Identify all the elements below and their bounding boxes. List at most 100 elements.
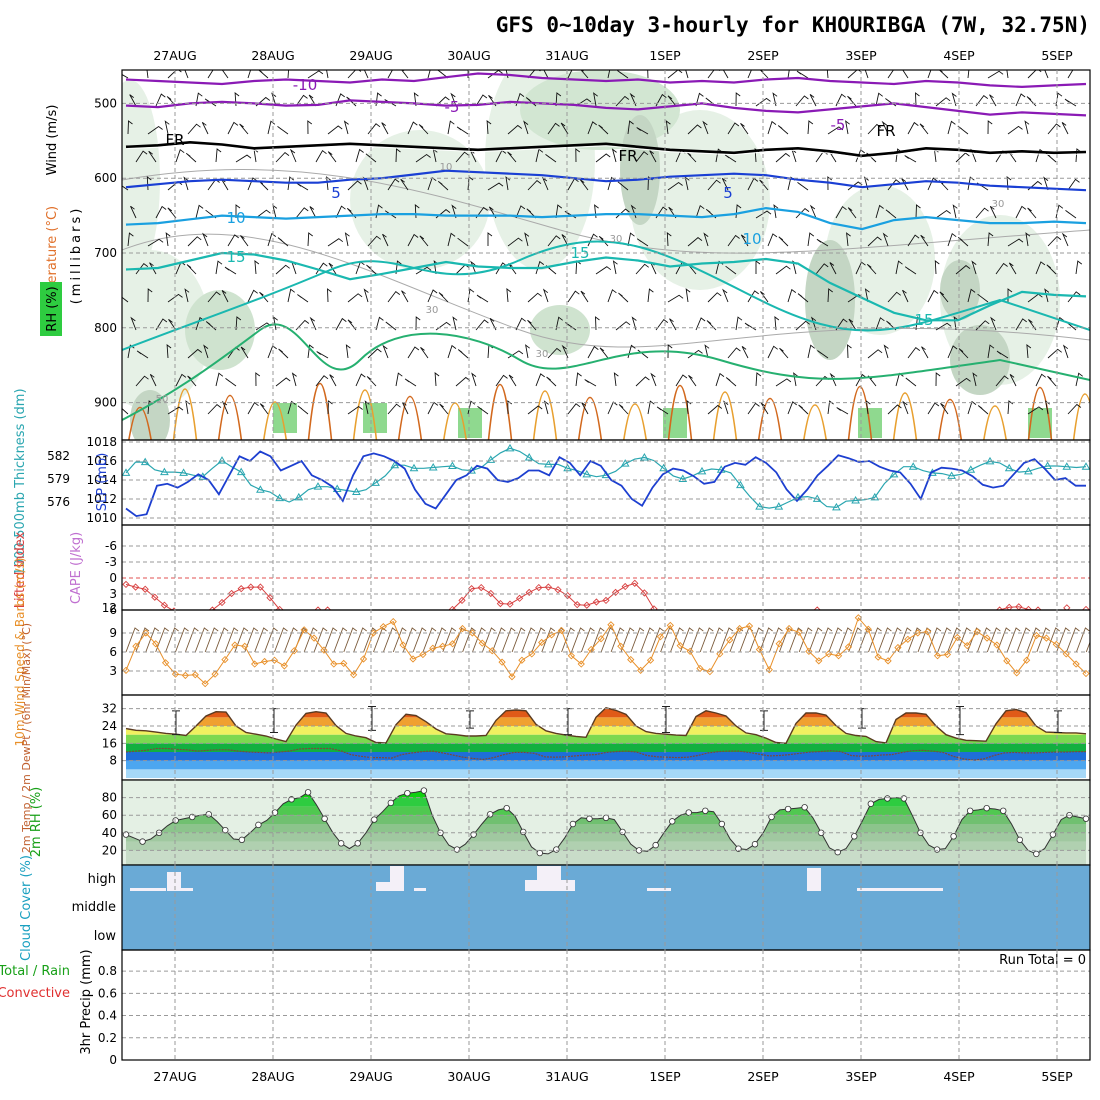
surface-barb	[699, 627, 714, 653]
wind-barb	[166, 96, 177, 107]
rh-marker	[966, 807, 974, 814]
wind-barb	[247, 70, 252, 79]
thickness-marker	[486, 455, 496, 463]
wind-marker	[152, 640, 160, 648]
rh-high-cell	[458, 408, 482, 438]
li-marker	[122, 580, 130, 589]
rh-marker	[851, 833, 858, 840]
wind-barb	[495, 374, 508, 387]
minmax-bar	[956, 706, 964, 736]
wind-barb	[1015, 93, 1026, 107]
wind-barb	[667, 70, 683, 79]
wind-barb	[1026, 96, 1037, 107]
wind-barb	[835, 93, 846, 107]
wind-marker	[726, 636, 734, 644]
cloud-block	[537, 866, 561, 891]
minmax-bar	[172, 710, 180, 736]
date-label-top: 2SEP	[747, 48, 779, 63]
wind-barb	[275, 264, 290, 275]
rh-marker	[371, 816, 378, 823]
wind-barb	[437, 70, 449, 79]
wind-barb	[240, 346, 249, 359]
wind-barb	[807, 120, 814, 135]
wind-marker	[488, 647, 496, 655]
wind-barb	[415, 266, 432, 275]
wind-barb	[935, 322, 952, 331]
isotherm-20	[122, 323, 1090, 421]
surface-barb	[402, 627, 417, 653]
wind-barb	[367, 348, 382, 359]
wind-marker	[241, 642, 249, 650]
wind-barb	[147, 288, 153, 303]
precip-tick-label: 0.8	[98, 964, 117, 978]
wind-barb	[618, 404, 629, 415]
wind-barb	[989, 205, 997, 219]
temp-band	[126, 760, 1086, 770]
wind-barb	[627, 232, 635, 247]
wind-barb	[327, 400, 333, 415]
wind-barb	[971, 260, 977, 275]
warm-contour	[892, 392, 918, 440]
wind-marker	[557, 626, 566, 635]
wind-barb	[934, 260, 940, 275]
rh-band	[126, 824, 1086, 833]
rh-marker	[685, 809, 692, 816]
wind-barb	[560, 122, 569, 135]
wind-barb	[816, 238, 829, 247]
rh-shade-area	[940, 260, 980, 320]
thickness-marker	[236, 467, 246, 476]
date-label-bottom: 28AUG	[251, 1069, 294, 1084]
wind-barb	[346, 96, 357, 107]
wind-marker	[676, 642, 684, 650]
wind-barb	[427, 289, 438, 303]
wind-marker	[943, 650, 952, 659]
wind-barb	[807, 232, 815, 247]
wind-barb	[815, 263, 829, 275]
rh-marker	[255, 821, 262, 829]
wind-barb	[155, 205, 167, 219]
wind-barb	[347, 319, 357, 331]
minmax-bar	[270, 708, 278, 733]
wind-barb	[167, 406, 184, 415]
wind-barb	[759, 179, 769, 191]
rh-marker	[718, 820, 726, 828]
wind-marker	[340, 659, 348, 668]
wind-barb	[363, 70, 369, 79]
li-tick-label: 6	[109, 603, 117, 617]
surface-barb	[541, 627, 556, 653]
wind-barb	[187, 348, 203, 359]
surface-barb	[244, 627, 259, 653]
wind-barb	[547, 235, 561, 247]
wind-barb	[827, 288, 833, 303]
surface-barb	[214, 627, 229, 653]
wind-barb	[795, 95, 809, 107]
wind-barb	[381, 122, 389, 135]
wind-barb	[247, 177, 258, 191]
rh-marker	[933, 846, 941, 853]
wind-barb	[940, 403, 949, 415]
plot-layer: 27AUG 27AUG 28AUG 28AUG 29AUG 29AUG 30AUG 30AUG…	[0, 48, 1091, 1084]
wind-barb	[240, 235, 249, 247]
wind-barb	[895, 260, 903, 275]
wind-tick-label: 6	[109, 645, 117, 659]
wind-barb	[1046, 264, 1057, 275]
cloud-level-label: high	[88, 872, 116, 887]
wind-barb	[883, 344, 889, 359]
wind-barb	[122, 185, 129, 191]
thickness-marker	[505, 443, 515, 452]
thickness-marker	[832, 502, 841, 511]
cape-tick-label: 12	[102, 601, 117, 615]
wind-barb	[957, 125, 969, 135]
wind-marker	[716, 650, 724, 658]
wind-marker	[1072, 660, 1080, 668]
wind-barb	[309, 206, 317, 219]
date-label-top: 28AUG	[251, 48, 294, 63]
wind-barb	[809, 94, 817, 107]
wind-marker	[518, 656, 526, 664]
temp-bands	[126, 707, 1086, 778]
li-marker	[458, 596, 466, 605]
wind-marker	[310, 634, 318, 642]
wind-marker	[637, 666, 645, 675]
wind-barb	[905, 377, 917, 387]
wind-marker	[508, 673, 516, 681]
